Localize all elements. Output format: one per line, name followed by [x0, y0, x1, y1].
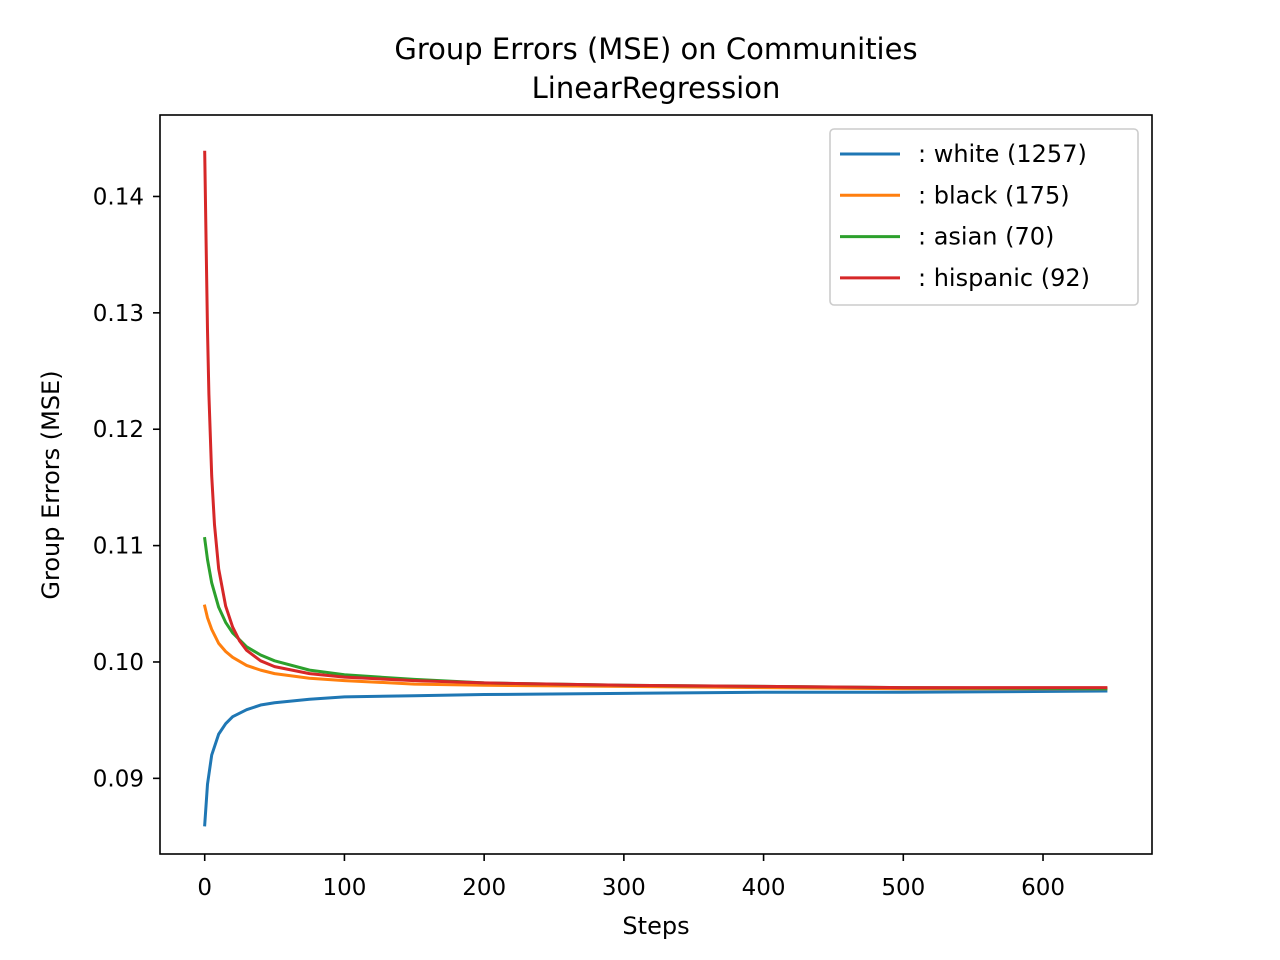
y-tick-label: 0.14 [93, 184, 144, 210]
legend-entries: : white (1257) : black (175) : asian (70):… [840, 140, 1090, 292]
series-line-3 [203, 150, 1108, 690]
plot-frame [159, 114, 1153, 855]
y-tick-label: 0.09 [93, 766, 144, 792]
legend-label-2: : asian (70) [918, 223, 1054, 251]
x-tick-label: 600 [1021, 875, 1065, 901]
y-axis-ticks: 0.09 0.10 0.11 0.12 0.13 0.14 [93, 184, 160, 792]
x-axis-label: Steps [622, 912, 689, 940]
x-tick-label: 200 [462, 875, 506, 901]
chart-title: Group Errors (MSE) on Communities [394, 32, 917, 66]
legend-label-0: : white (1257) [918, 140, 1087, 168]
x-tick-label: 500 [881, 875, 925, 901]
x-tick-label: 0 [197, 875, 212, 901]
x-tick-label: 100 [322, 875, 366, 901]
x-axis-ticks: 0 100 200 300 400 500 600 [197, 854, 1065, 901]
legend-box [829, 128, 1139, 306]
y-tick-label: 0.12 [93, 417, 144, 443]
y-tick-label: 0.11 [93, 534, 144, 560]
plot-lines [202, 150, 1108, 827]
series-line-0 [203, 689, 1108, 827]
legend: : white (1257) : black (175) : asian (70):… [829, 128, 1139, 306]
legend-label-3: : hispanic (92) [918, 264, 1090, 292]
chart-subtitle: LinearRegression [532, 71, 781, 105]
y-tick-label: 0.10 [93, 650, 144, 676]
y-tick-label: 0.13 [93, 301, 144, 327]
y-axis-label: Group Errors (MSE) [37, 370, 65, 599]
legend-label-1: : black (175) [918, 181, 1070, 209]
x-tick-label: 400 [742, 875, 786, 901]
x-tick-label: 300 [602, 875, 646, 901]
